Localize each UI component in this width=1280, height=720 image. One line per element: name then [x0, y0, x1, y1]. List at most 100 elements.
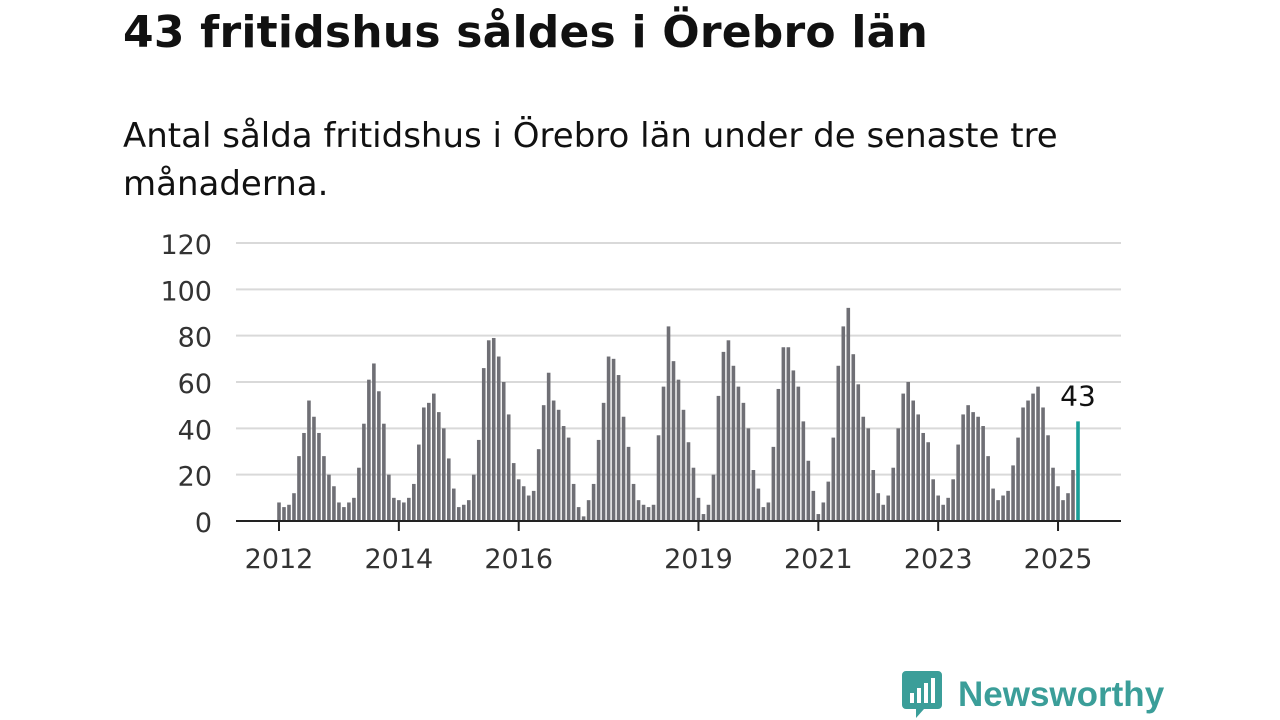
bar — [352, 497, 356, 521]
bar — [986, 456, 990, 521]
highlight-value-label: 43 — [1060, 379, 1096, 412]
bar — [337, 502, 341, 521]
bar — [342, 507, 346, 521]
bar — [1016, 437, 1020, 521]
bar — [721, 351, 726, 521]
y-tick-label: 40 — [178, 415, 212, 446]
bar — [901, 393, 906, 521]
bar — [1051, 467, 1055, 521]
bar — [941, 504, 945, 521]
bar — [307, 400, 311, 521]
bar — [946, 497, 950, 521]
bar — [441, 428, 446, 521]
bar — [791, 370, 796, 521]
x-tick-label: 2023 — [904, 544, 973, 575]
bar — [766, 502, 771, 521]
x-axis-ticks: 2012 2014 2016 2019 2021 2023 2025 — [245, 521, 1093, 575]
bar — [287, 504, 291, 521]
x-tick-label: 2014 — [364, 544, 433, 575]
bar — [292, 493, 296, 521]
bar — [686, 442, 691, 521]
bar — [896, 428, 901, 521]
bar — [671, 361, 676, 521]
bar — [392, 497, 396, 521]
bar — [891, 467, 896, 521]
bar — [382, 423, 386, 521]
bar — [576, 507, 581, 521]
bar — [711, 474, 716, 521]
bar — [936, 495, 940, 521]
bar — [367, 379, 371, 521]
bar — [546, 372, 551, 521]
bar — [611, 358, 616, 521]
bar — [981, 426, 985, 521]
x-tick-label: 2019 — [664, 544, 733, 575]
bar — [1026, 400, 1030, 521]
bar — [951, 479, 955, 521]
bar — [1006, 490, 1010, 521]
bar — [821, 502, 826, 521]
x-tick-label: 2012 — [245, 544, 314, 575]
bar — [556, 409, 561, 521]
bar — [1066, 493, 1070, 521]
bar — [666, 326, 671, 521]
bar — [317, 432, 321, 521]
x-tick-label: 2021 — [784, 544, 853, 575]
bar — [751, 470, 756, 521]
bar — [636, 500, 641, 521]
bar — [422, 407, 426, 521]
y-tick-label: 60 — [178, 369, 212, 400]
bar — [1031, 393, 1035, 521]
bar — [816, 514, 821, 521]
bar — [736, 386, 741, 521]
bar — [471, 474, 476, 521]
bar — [626, 446, 631, 521]
bar — [312, 416, 316, 521]
bar — [971, 412, 975, 521]
bar — [601, 402, 606, 521]
bar — [776, 388, 781, 521]
bar — [616, 375, 621, 521]
bar — [1046, 435, 1050, 521]
bar — [631, 483, 636, 521]
bar — [781, 347, 786, 521]
bar — [661, 386, 666, 521]
bar — [1011, 465, 1015, 521]
bar — [926, 442, 930, 521]
bar — [621, 416, 626, 521]
bar — [886, 495, 891, 521]
bar — [511, 463, 516, 521]
bar — [387, 474, 391, 521]
bar — [831, 437, 836, 521]
bar — [846, 307, 851, 521]
bar — [357, 467, 361, 521]
bar — [806, 460, 811, 521]
bar-highlight — [1076, 421, 1080, 521]
bar — [716, 395, 721, 521]
y-tick-label: 100 — [160, 276, 212, 307]
bar — [801, 421, 806, 521]
bar — [881, 504, 886, 521]
bar — [571, 483, 576, 521]
bar — [861, 416, 866, 521]
bar — [282, 507, 286, 521]
bar — [681, 409, 686, 521]
bar — [496, 356, 501, 521]
x-tick-label: 2016 — [484, 544, 553, 575]
bar — [451, 488, 456, 521]
bar — [1001, 495, 1005, 521]
bar — [516, 479, 521, 521]
bar — [437, 412, 441, 521]
bar — [796, 386, 801, 521]
bar — [871, 470, 876, 521]
bar — [1061, 500, 1065, 521]
bar — [656, 435, 661, 521]
bar — [536, 449, 541, 521]
y-tick-label: 20 — [178, 462, 212, 493]
bar — [811, 490, 816, 521]
x-tick-label: 2025 — [1024, 544, 1093, 575]
bar — [786, 347, 791, 521]
bar — [706, 504, 711, 521]
bar — [501, 382, 506, 521]
